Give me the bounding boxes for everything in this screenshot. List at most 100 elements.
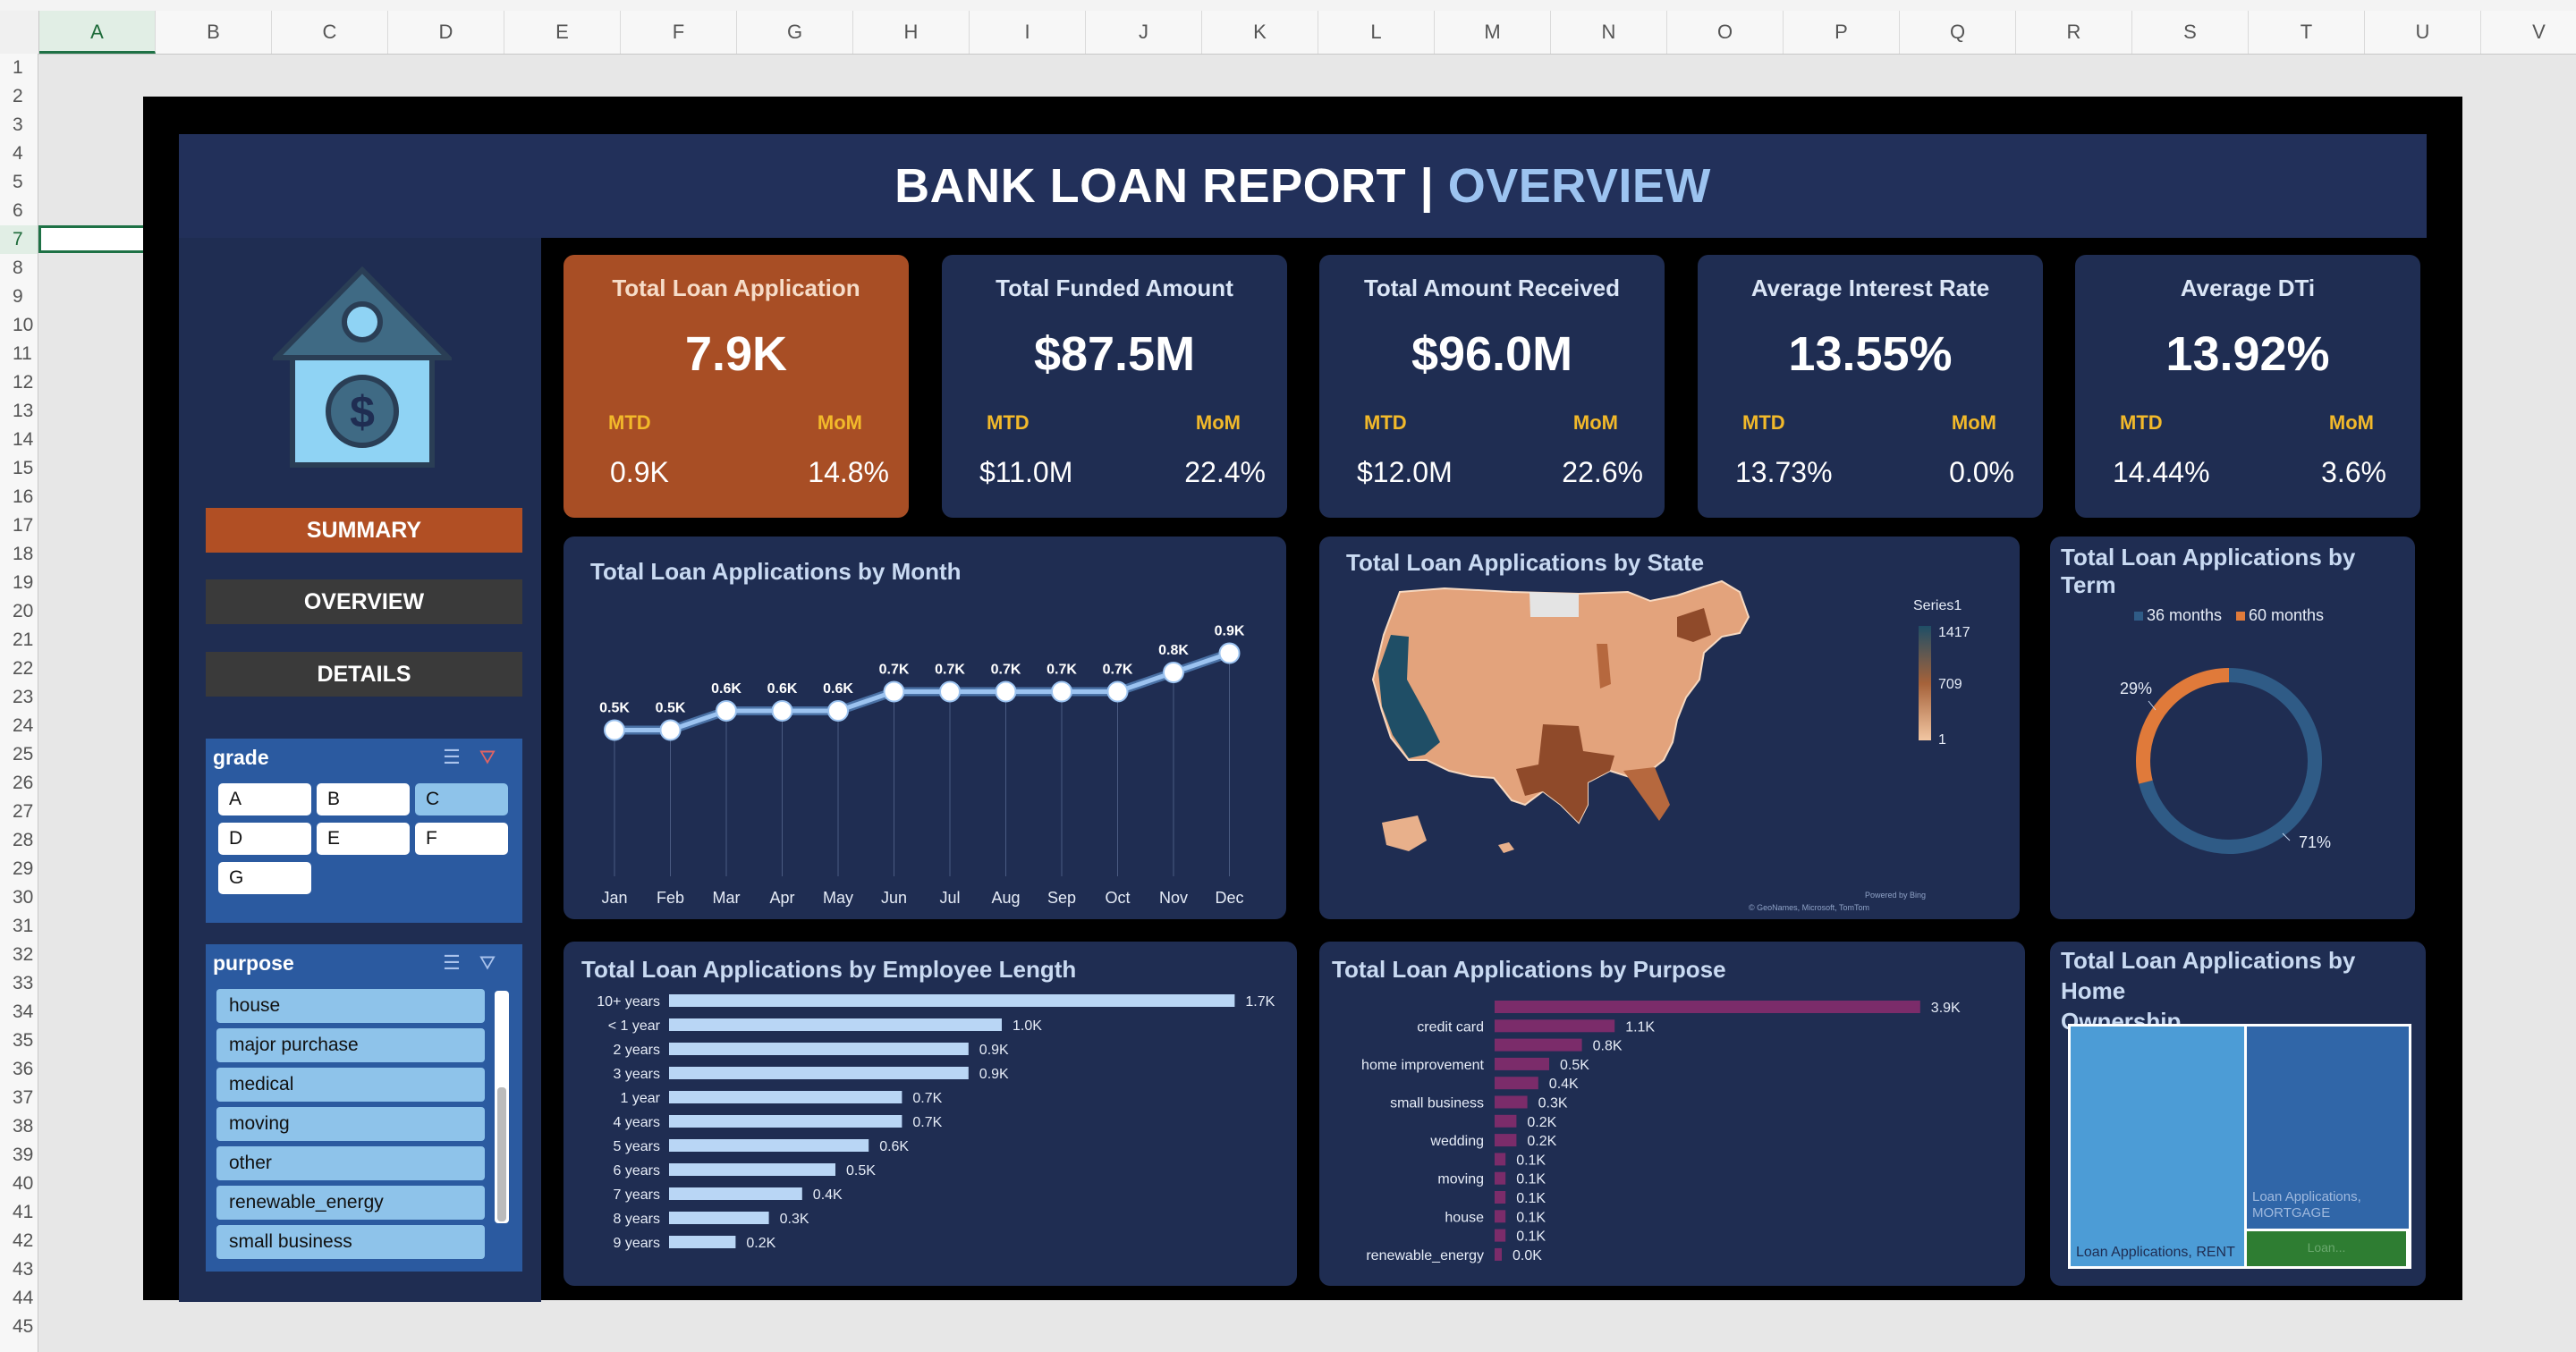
grade-option[interactable]: F: [415, 823, 508, 855]
column-header-cell[interactable]: O: [1667, 11, 1784, 54]
column-header-cell[interactable]: E: [504, 11, 621, 54]
row-header-cell[interactable]: 33: [13, 973, 34, 993]
treemap-own-tile[interactable]: Loan...: [2247, 1231, 2406, 1266]
grade-option[interactable]: E: [317, 823, 410, 855]
column-header-cell[interactable]: R: [2016, 11, 2132, 54]
purpose-option[interactable]: other: [216, 1146, 485, 1180]
y-tick-label: renewable_energy: [1366, 1248, 1484, 1263]
purpose-option[interactable]: house: [216, 989, 485, 1023]
nav-overview-button[interactable]: OVERVIEW: [206, 579, 522, 624]
column-header-cell[interactable]: B: [156, 11, 272, 54]
row-header-cell[interactable]: 45: [13, 1316, 34, 1337]
row-header-cell[interactable]: 8: [13, 258, 23, 278]
row-header-cell[interactable]: 3: [13, 114, 23, 135]
grade-option[interactable]: B: [317, 783, 410, 815]
row-header-cell[interactable]: 25: [13, 744, 34, 765]
clear-filter-icon[interactable]: ⛛: [479, 746, 496, 768]
purpose-option[interactable]: major purchase: [216, 1028, 485, 1062]
kpi-mtd-label: MTD: [1364, 411, 1407, 434]
row-header-cell[interactable]: 34: [13, 1001, 34, 1022]
purpose-option[interactable]: renewable_energy: [216, 1186, 485, 1220]
row-header-cell[interactable]: 32: [13, 944, 34, 965]
nav-details-button[interactable]: DETAILS: [206, 652, 522, 697]
row-header-cell[interactable]: 44: [13, 1288, 34, 1308]
row-header-cell[interactable]: 10: [13, 315, 34, 335]
multi-select-icon[interactable]: ☰: [443, 746, 461, 768]
row-header-cell[interactable]: 2: [13, 86, 23, 106]
grade-option-selected[interactable]: C: [415, 783, 508, 815]
column-header-cell[interactable]: T: [2249, 11, 2365, 54]
selected-cell[interactable]: [38, 225, 157, 253]
row-header-cell[interactable]: 39: [13, 1145, 34, 1165]
row-header-cell[interactable]: 41: [13, 1202, 34, 1222]
column-header-cell[interactable]: F: [621, 11, 737, 54]
data-label: 0.9K: [979, 1043, 1009, 1058]
column-header-cell[interactable]: K: [1202, 11, 1318, 54]
row-header-cell[interactable]: 23: [13, 687, 34, 707]
row-header-cell[interactable]: 30: [13, 887, 34, 908]
grade-option[interactable]: D: [218, 823, 311, 855]
row-header-cell[interactable]: 38: [13, 1116, 34, 1137]
row-header-cell[interactable]: 1: [13, 57, 23, 78]
row-header-cell[interactable]: 22: [13, 658, 34, 679]
row-header-cell[interactable]: 42: [13, 1230, 34, 1251]
column-header-cell[interactable]: M: [1435, 11, 1551, 54]
y-tick-label: moving: [1437, 1172, 1484, 1187]
row-header-cell[interactable]: 9: [13, 286, 23, 307]
row-header-cell[interactable]: 20: [13, 601, 34, 621]
us-state-map[interactable]: Series1 1417 709 1 Powered by Bing © Geo…: [1319, 537, 2020, 919]
row-header-cell[interactable]: 31: [13, 916, 34, 936]
row-header-cell[interactable]: 18: [13, 544, 34, 564]
row-header-cell[interactable]: 13: [13, 401, 34, 421]
column-header-cell[interactable]: L: [1318, 11, 1435, 54]
row-header-cell[interactable]: 19: [13, 572, 34, 593]
select-all-corner[interactable]: [0, 11, 39, 54]
treemap-rent-tile[interactable]: Loan Applications, RENT: [2071, 1027, 2244, 1266]
clear-filter-icon[interactable]: ⛛: [479, 951, 496, 974]
column-header-cell[interactable]: N: [1551, 11, 1667, 54]
row-header-cell[interactable]: 37: [13, 1087, 34, 1108]
bar: [669, 1139, 869, 1152]
column-header-cell[interactable]: J: [1086, 11, 1202, 54]
row-header-cell[interactable]: 27: [13, 801, 34, 822]
row-header-cell[interactable]: 11: [13, 343, 32, 364]
row-header-cell[interactable]: 14: [13, 429, 34, 450]
row-header-cell[interactable]: 26: [13, 773, 34, 793]
treemap-mortgage-tile[interactable]: Loan Applications, MORTGAGE: [2247, 1027, 2409, 1229]
nav-summary-button[interactable]: SUMMARY: [206, 508, 522, 553]
purpose-option[interactable]: small business: [216, 1225, 485, 1259]
row-header-cell[interactable]: 43: [13, 1259, 34, 1280]
column-header-cell[interactable]: Q: [1900, 11, 2016, 54]
grade-option[interactable]: A: [218, 783, 311, 815]
row-header-cell[interactable]: 17: [13, 515, 34, 536]
column-header-cell[interactable]: G: [737, 11, 853, 54]
column-header-cell[interactable]: C: [272, 11, 388, 54]
row-header-cell[interactable]: 35: [13, 1030, 34, 1051]
slicer-scrollbar-thumb[interactable]: [497, 1087, 506, 1221]
column-header-cell[interactable]: A: [39, 11, 156, 54]
row-header-cell[interactable]: 40: [13, 1173, 34, 1194]
column-header-cell[interactable]: U: [2365, 11, 2481, 54]
row-header-cell[interactable]: 29: [13, 858, 34, 879]
row-header-cell[interactable]: 24: [13, 715, 34, 736]
purpose-option[interactable]: medical: [216, 1068, 485, 1102]
multi-select-icon[interactable]: ☰: [443, 951, 461, 974]
column-header-cell[interactable]: S: [2132, 11, 2249, 54]
row-header-cell[interactable]: 28: [13, 830, 34, 850]
row-header-cell[interactable]: 12: [13, 372, 34, 393]
grade-option[interactable]: G: [218, 862, 311, 894]
row-header-cell[interactable]: 36: [13, 1059, 34, 1079]
row-header-cell[interactable]: 6: [13, 200, 23, 221]
column-header-cell[interactable]: H: [853, 11, 970, 54]
column-header-cell[interactable]: V: [2481, 11, 2576, 54]
row-header-cell[interactable]: 5: [13, 172, 23, 192]
row-header-cell[interactable]: 21: [13, 630, 34, 650]
row-header-cell[interactable]: 4: [13, 143, 23, 164]
column-header-cell[interactable]: I: [970, 11, 1086, 54]
row-header-cell[interactable]: 15: [13, 458, 34, 478]
column-header-cell[interactable]: P: [1784, 11, 1900, 54]
column-header-cell[interactable]: D: [388, 11, 504, 54]
row-header-cell[interactable]: 7: [0, 225, 38, 254]
purpose-option[interactable]: moving: [216, 1107, 485, 1141]
row-header-cell[interactable]: 16: [13, 486, 34, 507]
